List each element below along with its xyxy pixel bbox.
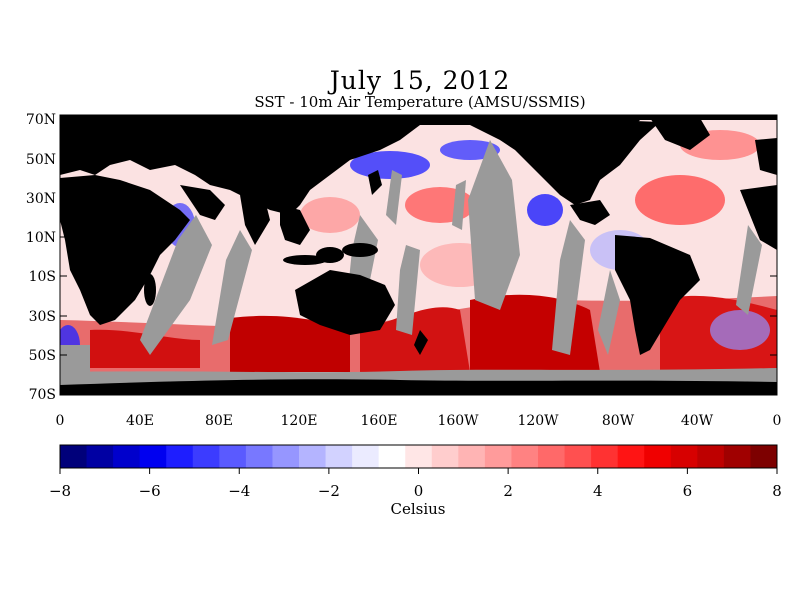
map-title: July 15, 2012 bbox=[329, 66, 511, 95]
colorbar-swatch bbox=[723, 445, 751, 468]
lat-label-50s: 50S bbox=[29, 348, 56, 364]
lon-label-0-right: 0 bbox=[773, 413, 782, 429]
colorbar-tick-label: 0 bbox=[414, 482, 424, 500]
colorbar-swatch bbox=[378, 445, 406, 468]
lat-label-30s: 30S bbox=[29, 309, 56, 325]
colorbar-tick-label: 2 bbox=[503, 482, 513, 500]
colorbar-swatch bbox=[431, 445, 459, 468]
colorbar-tick-label: −4 bbox=[228, 482, 250, 500]
colorbar-tick-label: −8 bbox=[49, 482, 71, 500]
lat-label-70s: 70S bbox=[29, 387, 56, 403]
colorbar-swatch bbox=[299, 445, 327, 468]
colorbar-tick-label: −6 bbox=[139, 482, 161, 500]
colorbar-tick-label: 6 bbox=[683, 482, 693, 500]
colorbar-swatch bbox=[538, 445, 566, 468]
lon-label-80w: 80W bbox=[602, 413, 635, 429]
colorbar-swatch bbox=[670, 445, 698, 468]
lon-label-160e: 160E bbox=[361, 413, 398, 429]
colorbar-swatch bbox=[325, 445, 353, 468]
colorbar-tick-label: −2 bbox=[318, 482, 340, 500]
colorbar-swatch bbox=[564, 445, 592, 468]
land-masses bbox=[60, 115, 777, 395]
colorbar-unit-label: Celsius bbox=[390, 500, 446, 518]
lon-label-40e: 40E bbox=[126, 413, 154, 429]
colorbar-swatch bbox=[245, 445, 273, 468]
lat-label-70n: 70N bbox=[26, 112, 56, 128]
colorbar-swatch bbox=[750, 445, 778, 468]
colorbar-swatch bbox=[219, 445, 247, 468]
lon-label-40w: 40W bbox=[681, 413, 714, 429]
colorbar-swatch bbox=[617, 445, 645, 468]
colorbar-tick-label: 4 bbox=[593, 482, 603, 500]
lat-label-10n: 10N bbox=[26, 230, 56, 246]
colorbar-swatch bbox=[139, 445, 167, 468]
lat-label-10s: 10S bbox=[29, 269, 56, 285]
longitude-axis: 0 40E 80E 120E 160E 160W 120W 80W 40W 0 bbox=[56, 388, 782, 429]
lat-label-50n: 50N bbox=[26, 152, 56, 168]
colorbar-swatch bbox=[484, 445, 512, 468]
colorbar-swatch bbox=[405, 445, 433, 468]
colorbar-swatch bbox=[113, 445, 141, 468]
lon-label-80e: 80E bbox=[205, 413, 233, 429]
colorbar-swatch bbox=[352, 445, 380, 468]
colorbar-swatch bbox=[511, 445, 539, 468]
colorbar-swatch bbox=[697, 445, 725, 468]
colorbar bbox=[59, 444, 778, 469]
lon-label-160w: 160W bbox=[437, 413, 479, 429]
colorbar-swatch bbox=[60, 445, 88, 468]
colorbar-swatch bbox=[272, 445, 300, 468]
colorbar-swatch bbox=[644, 445, 672, 468]
lon-label-0-left: 0 bbox=[56, 413, 65, 429]
colorbar-swatch bbox=[591, 445, 619, 468]
colorbar-swatch bbox=[86, 445, 114, 468]
colorbar-swatch bbox=[458, 445, 486, 468]
lat-label-30n: 30N bbox=[26, 191, 56, 207]
lon-label-120e: 120E bbox=[281, 413, 318, 429]
lon-label-120w: 120W bbox=[517, 413, 559, 429]
colorbar-swatch bbox=[192, 445, 220, 468]
map-subtitle: SST - 10m Air Temperature (AMSU/SSMIS) bbox=[254, 93, 586, 111]
map-plot-area bbox=[60, 115, 777, 395]
colorbar-swatch bbox=[166, 445, 194, 468]
colorbar-tick-label: 8 bbox=[772, 482, 782, 500]
colorbar-ticks: −8 −6 −4 −2 0 2 4 6 8 bbox=[49, 468, 782, 500]
latitude-axis: 70N 50N 30N 10N 10S 30S 50S 70S bbox=[26, 112, 777, 403]
